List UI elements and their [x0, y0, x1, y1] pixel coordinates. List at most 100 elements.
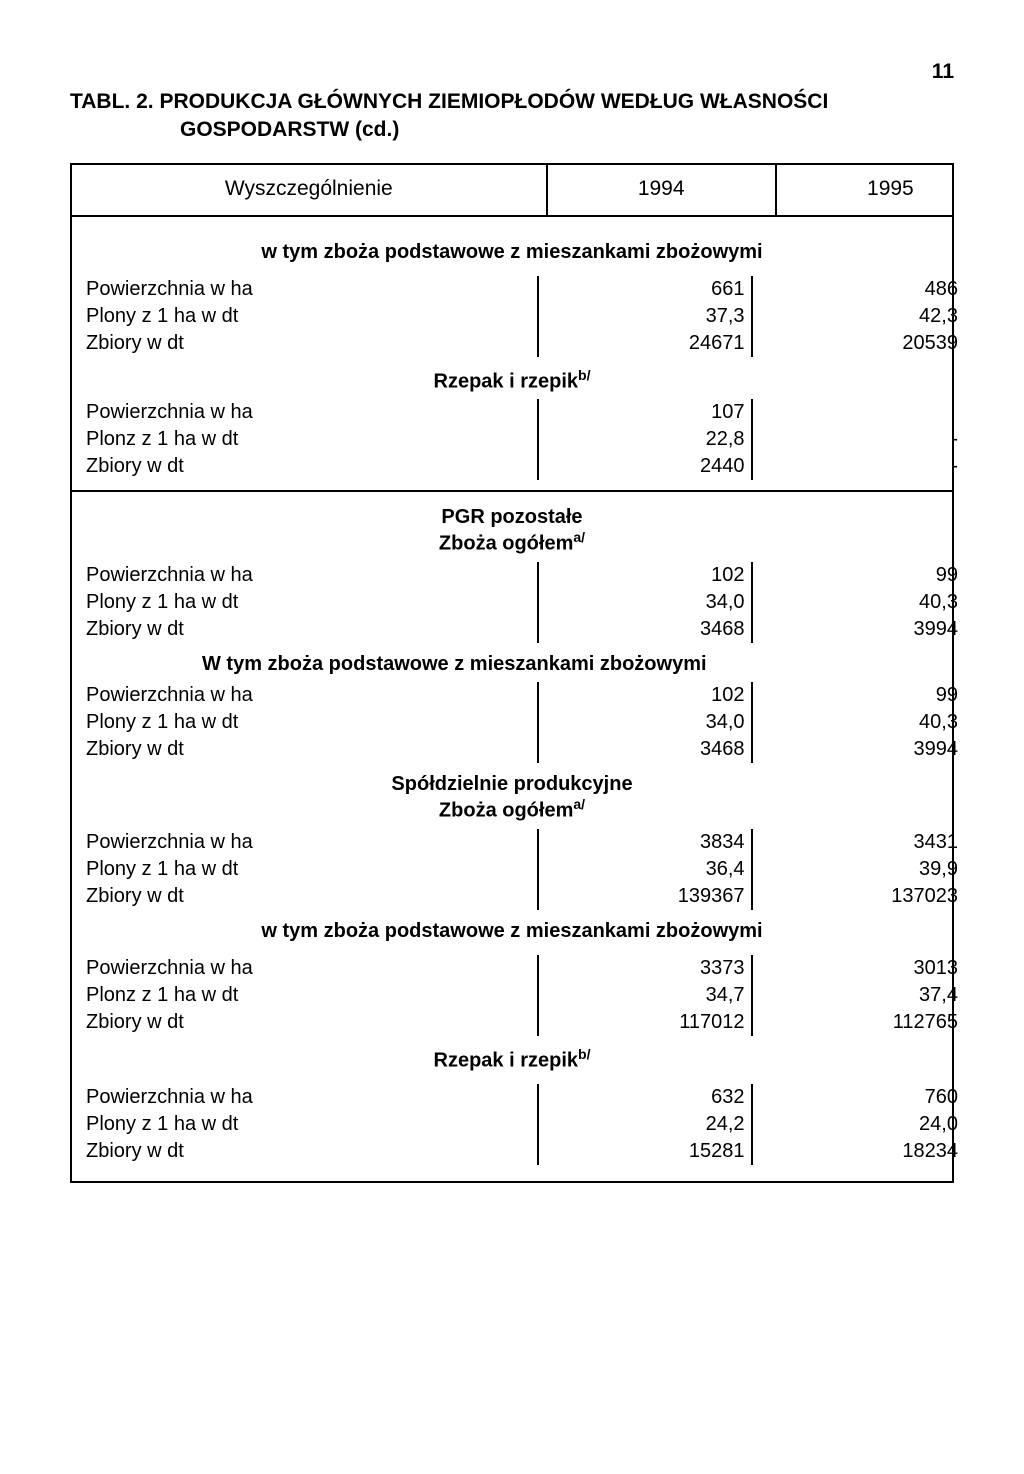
table-row: Powierzchnia w ha 102 99 [72, 562, 952, 589]
row-label: Plony z 1 ha w dt [86, 856, 539, 883]
row-label: Plony z 1 ha w dt [86, 303, 539, 330]
row-label: Zbiory w dt [86, 616, 539, 643]
header-year-1995: 1995 [777, 165, 1004, 215]
row-label: Plony z 1 ha w dt [86, 589, 539, 616]
section-sup: b/ [578, 367, 590, 383]
cell-value: 760 [753, 1084, 964, 1111]
cell-value: 24,2 [539, 1111, 752, 1138]
cell-value: - [753, 426, 964, 453]
table-row: Plony z 1 ha w dt 34,0 40,3 [72, 589, 952, 616]
cell-value: 24,0 [753, 1111, 964, 1138]
table-body: w tym zboża podstawowe z mieszankami zbo… [72, 217, 952, 1182]
page-number: 11 [70, 60, 954, 84]
row-label: Plonz z 1 ha w dt [86, 426, 539, 453]
section-title-text: PGR pozostałe [441, 506, 582, 528]
cell-value: 3373 [539, 955, 752, 982]
table-title: TABL. 2. PRODUKCJA GŁÓWNYCH ZIEMIOPŁODÓW… [70, 88, 954, 145]
row-label: Powierzchnia w ha [86, 562, 539, 589]
section-sup: a/ [573, 796, 585, 812]
row-label: Powierzchnia w ha [86, 682, 539, 709]
table-row: Zbiory w dt 2440 - [72, 453, 952, 480]
cell-value: 3431 [753, 829, 964, 856]
row-label: Zbiory w dt [86, 453, 539, 480]
header-spec: Wyszczególnienie [72, 165, 548, 215]
table-row: Plonz z 1 ha w dt 34,7 37,4 [72, 982, 952, 1009]
cell-value: 37,4 [753, 982, 964, 1009]
table-row: Powierzchnia w ha 661 486 [72, 276, 952, 303]
cell-value: 24671 [539, 330, 752, 357]
table-row: Plonz z 1 ha w dt 22,8 - [72, 426, 952, 453]
table-row: Zbiory w dt 3468 3994 [72, 736, 952, 763]
cell-value: 139367 [539, 883, 752, 910]
table-row: Zbiory w dt 3468 3994 [72, 616, 952, 643]
table-row: Plony z 1 ha w dt 24,2 24,0 [72, 1111, 952, 1138]
cell-value: 99 [753, 682, 964, 709]
table-row: Zbiory w dt 117012 112765 [72, 1009, 952, 1036]
cell-value: 39,9 [753, 856, 964, 883]
table-row: Zbiory w dt 139367 137023 [72, 883, 952, 910]
table-row: Plony z 1 ha w dt 34,0 40,3 [72, 709, 952, 736]
table-row: Powierzchnia w ha 107 [72, 399, 952, 426]
cell-value: 34,0 [539, 709, 752, 736]
section-title: W tym zboża podstawowe z mieszankami zbo… [72, 643, 952, 682]
cell-value: 3468 [539, 616, 752, 643]
title-line2: GOSPODARSTW (cd.) [70, 118, 399, 141]
section-title: Rzepak i rzepikb/ [72, 357, 952, 400]
cell-value: 37,3 [539, 303, 752, 330]
section-title-text: Rzepak i rzepik [434, 370, 579, 392]
row-label: Powierzchnia w ha [86, 276, 539, 303]
cell-value: 3994 [753, 736, 964, 763]
row-label: Powierzchnia w ha [86, 1084, 539, 1111]
cell-value: 3994 [753, 616, 964, 643]
section-title: Spółdzielnie produkcyjne Zboża ogółema/ [72, 763, 952, 829]
row-label: Plony z 1 ha w dt [86, 709, 539, 736]
row-label: Plony z 1 ha w dt [86, 1111, 539, 1138]
cell-value: 34,0 [539, 589, 752, 616]
section-title: w tym zboża podstawowe z mieszankami zbo… [72, 910, 952, 949]
cell-value: 486 [753, 276, 964, 303]
cell-value: 3468 [539, 736, 752, 763]
table-row: Plony z 1 ha w dt 36,4 39,9 [72, 856, 952, 883]
cell-value: 34,7 [539, 982, 752, 1009]
row-label: Zbiory w dt [86, 883, 539, 910]
cell-value: 117012 [539, 1009, 752, 1036]
row-label: Zbiory w dt [86, 1138, 539, 1165]
table-row: Zbiory w dt 15281 18234 [72, 1138, 952, 1165]
divider [72, 490, 952, 492]
cell-value: 632 [539, 1084, 752, 1111]
table-row: Powierzchnia w ha 3834 3431 [72, 829, 952, 856]
cell-value: 137023 [753, 883, 964, 910]
row-label: Powierzchnia w ha [86, 829, 539, 856]
section-title-text: Spółdzielnie produkcyjne [391, 773, 632, 795]
row-label: Zbiory w dt [86, 330, 539, 357]
table-row: Powierzchnia w ha 102 99 [72, 682, 952, 709]
table-container: Wyszczególnienie 1994 1995 w tym zboża p… [70, 163, 954, 1184]
cell-value: 3013 [753, 955, 964, 982]
cell-value: 661 [539, 276, 752, 303]
cell-value: 42,3 [753, 303, 964, 330]
section-title-text: Zboża ogółem [439, 800, 573, 822]
row-label: Zbiory w dt [86, 736, 539, 763]
table-row: Zbiory w dt 24671 20539 [72, 330, 952, 357]
cell-value: 99 [753, 562, 964, 589]
title-line1: TABL. 2. PRODUKCJA GŁÓWNYCH ZIEMIOPŁODÓW… [70, 90, 828, 113]
table-row: Powierzchnia w ha 632 760 [72, 1084, 952, 1111]
cell-value: - [753, 453, 964, 480]
cell-value: 20539 [753, 330, 964, 357]
row-label: Powierzchnia w ha [86, 399, 539, 426]
cell-value: 18234 [753, 1138, 964, 1165]
cell-value: 102 [539, 682, 752, 709]
row-label: Zbiory w dt [86, 1009, 539, 1036]
cell-value [753, 399, 964, 426]
cell-value: 102 [539, 562, 752, 589]
cell-value: 2440 [539, 453, 752, 480]
cell-value: 22,8 [539, 426, 752, 453]
section-sup: a/ [573, 529, 585, 545]
section-title-text: Rzepak i rzepik [434, 1049, 579, 1071]
table-row: Powierzchnia w ha 3373 3013 [72, 955, 952, 982]
cell-value: 107 [539, 399, 752, 426]
cell-value: 3834 [539, 829, 752, 856]
section-title-text: Zboża ogółem [439, 533, 573, 555]
row-label: Powierzchnia w ha [86, 955, 539, 982]
cell-value: 112765 [753, 1009, 964, 1036]
